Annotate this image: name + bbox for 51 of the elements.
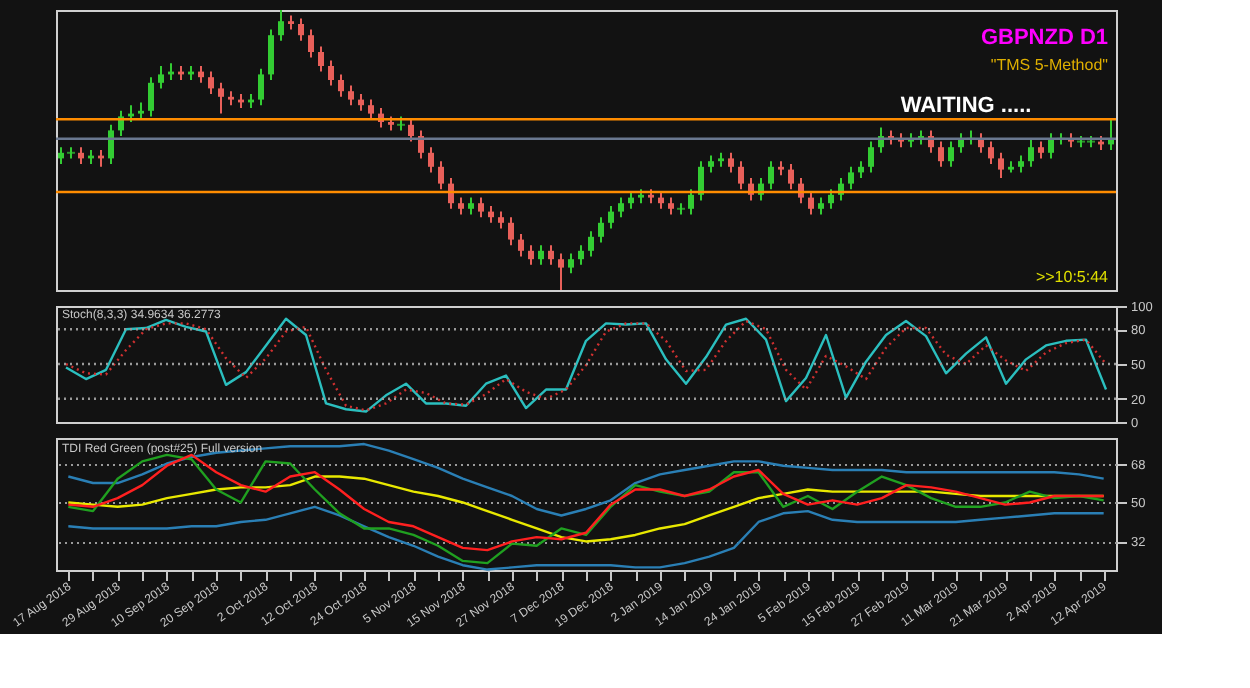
candlestick bbox=[868, 140, 874, 174]
candlestick bbox=[108, 123, 114, 165]
candlestick bbox=[828, 188, 834, 210]
candlestick bbox=[148, 76, 154, 118]
candlestick bbox=[728, 151, 734, 174]
candlestick bbox=[738, 160, 744, 191]
candlestick bbox=[938, 140, 944, 168]
candlestick bbox=[518, 233, 524, 258]
candlestick bbox=[218, 81, 224, 115]
candlestick bbox=[528, 244, 534, 266]
candlestick bbox=[608, 205, 614, 230]
candlestick bbox=[788, 163, 794, 191]
candlestick bbox=[428, 146, 434, 174]
annotation: GBPNZD D1 bbox=[980, 26, 1108, 50]
candlestick bbox=[318, 45, 324, 73]
candlestick bbox=[508, 216, 514, 247]
candlestick bbox=[568, 252, 574, 275]
candlestick bbox=[308, 28, 314, 59]
candlestick bbox=[348, 84, 354, 107]
candlestick bbox=[558, 252, 564, 291]
candlestick bbox=[328, 59, 334, 87]
candlestick bbox=[268, 28, 274, 81]
candlestick bbox=[438, 160, 444, 191]
candlestick bbox=[808, 191, 814, 216]
candlestick bbox=[368, 98, 374, 121]
annotation: WAITING ..... bbox=[900, 94, 1032, 118]
annotation: "TMS 5-Method" bbox=[990, 56, 1109, 74]
candlestick bbox=[338, 73, 344, 98]
candlestick bbox=[548, 244, 554, 266]
candlestick bbox=[1048, 132, 1054, 160]
candlestick bbox=[258, 67, 264, 107]
candlestick bbox=[278, 9, 284, 42]
candlestick bbox=[478, 196, 484, 219]
candlestick bbox=[1028, 137, 1034, 168]
candlestick bbox=[598, 216, 604, 244]
candlestick bbox=[948, 140, 954, 168]
candlestick bbox=[848, 165, 854, 191]
candlestick bbox=[158, 65, 164, 90]
candlestick bbox=[208, 70, 214, 95]
candlestick bbox=[698, 160, 704, 202]
candlestick bbox=[768, 160, 774, 191]
candlestick bbox=[998, 151, 1004, 179]
candlestick bbox=[588, 230, 594, 258]
candlestick bbox=[578, 244, 584, 266]
candlestick bbox=[538, 244, 544, 266]
line-series bbox=[67, 505, 1105, 571]
candlestick bbox=[408, 118, 414, 143]
candlestick bbox=[618, 196, 624, 219]
annotation: >>10:5:44 bbox=[1035, 268, 1110, 286]
candlestick bbox=[298, 17, 304, 42]
candlestick bbox=[988, 140, 994, 165]
